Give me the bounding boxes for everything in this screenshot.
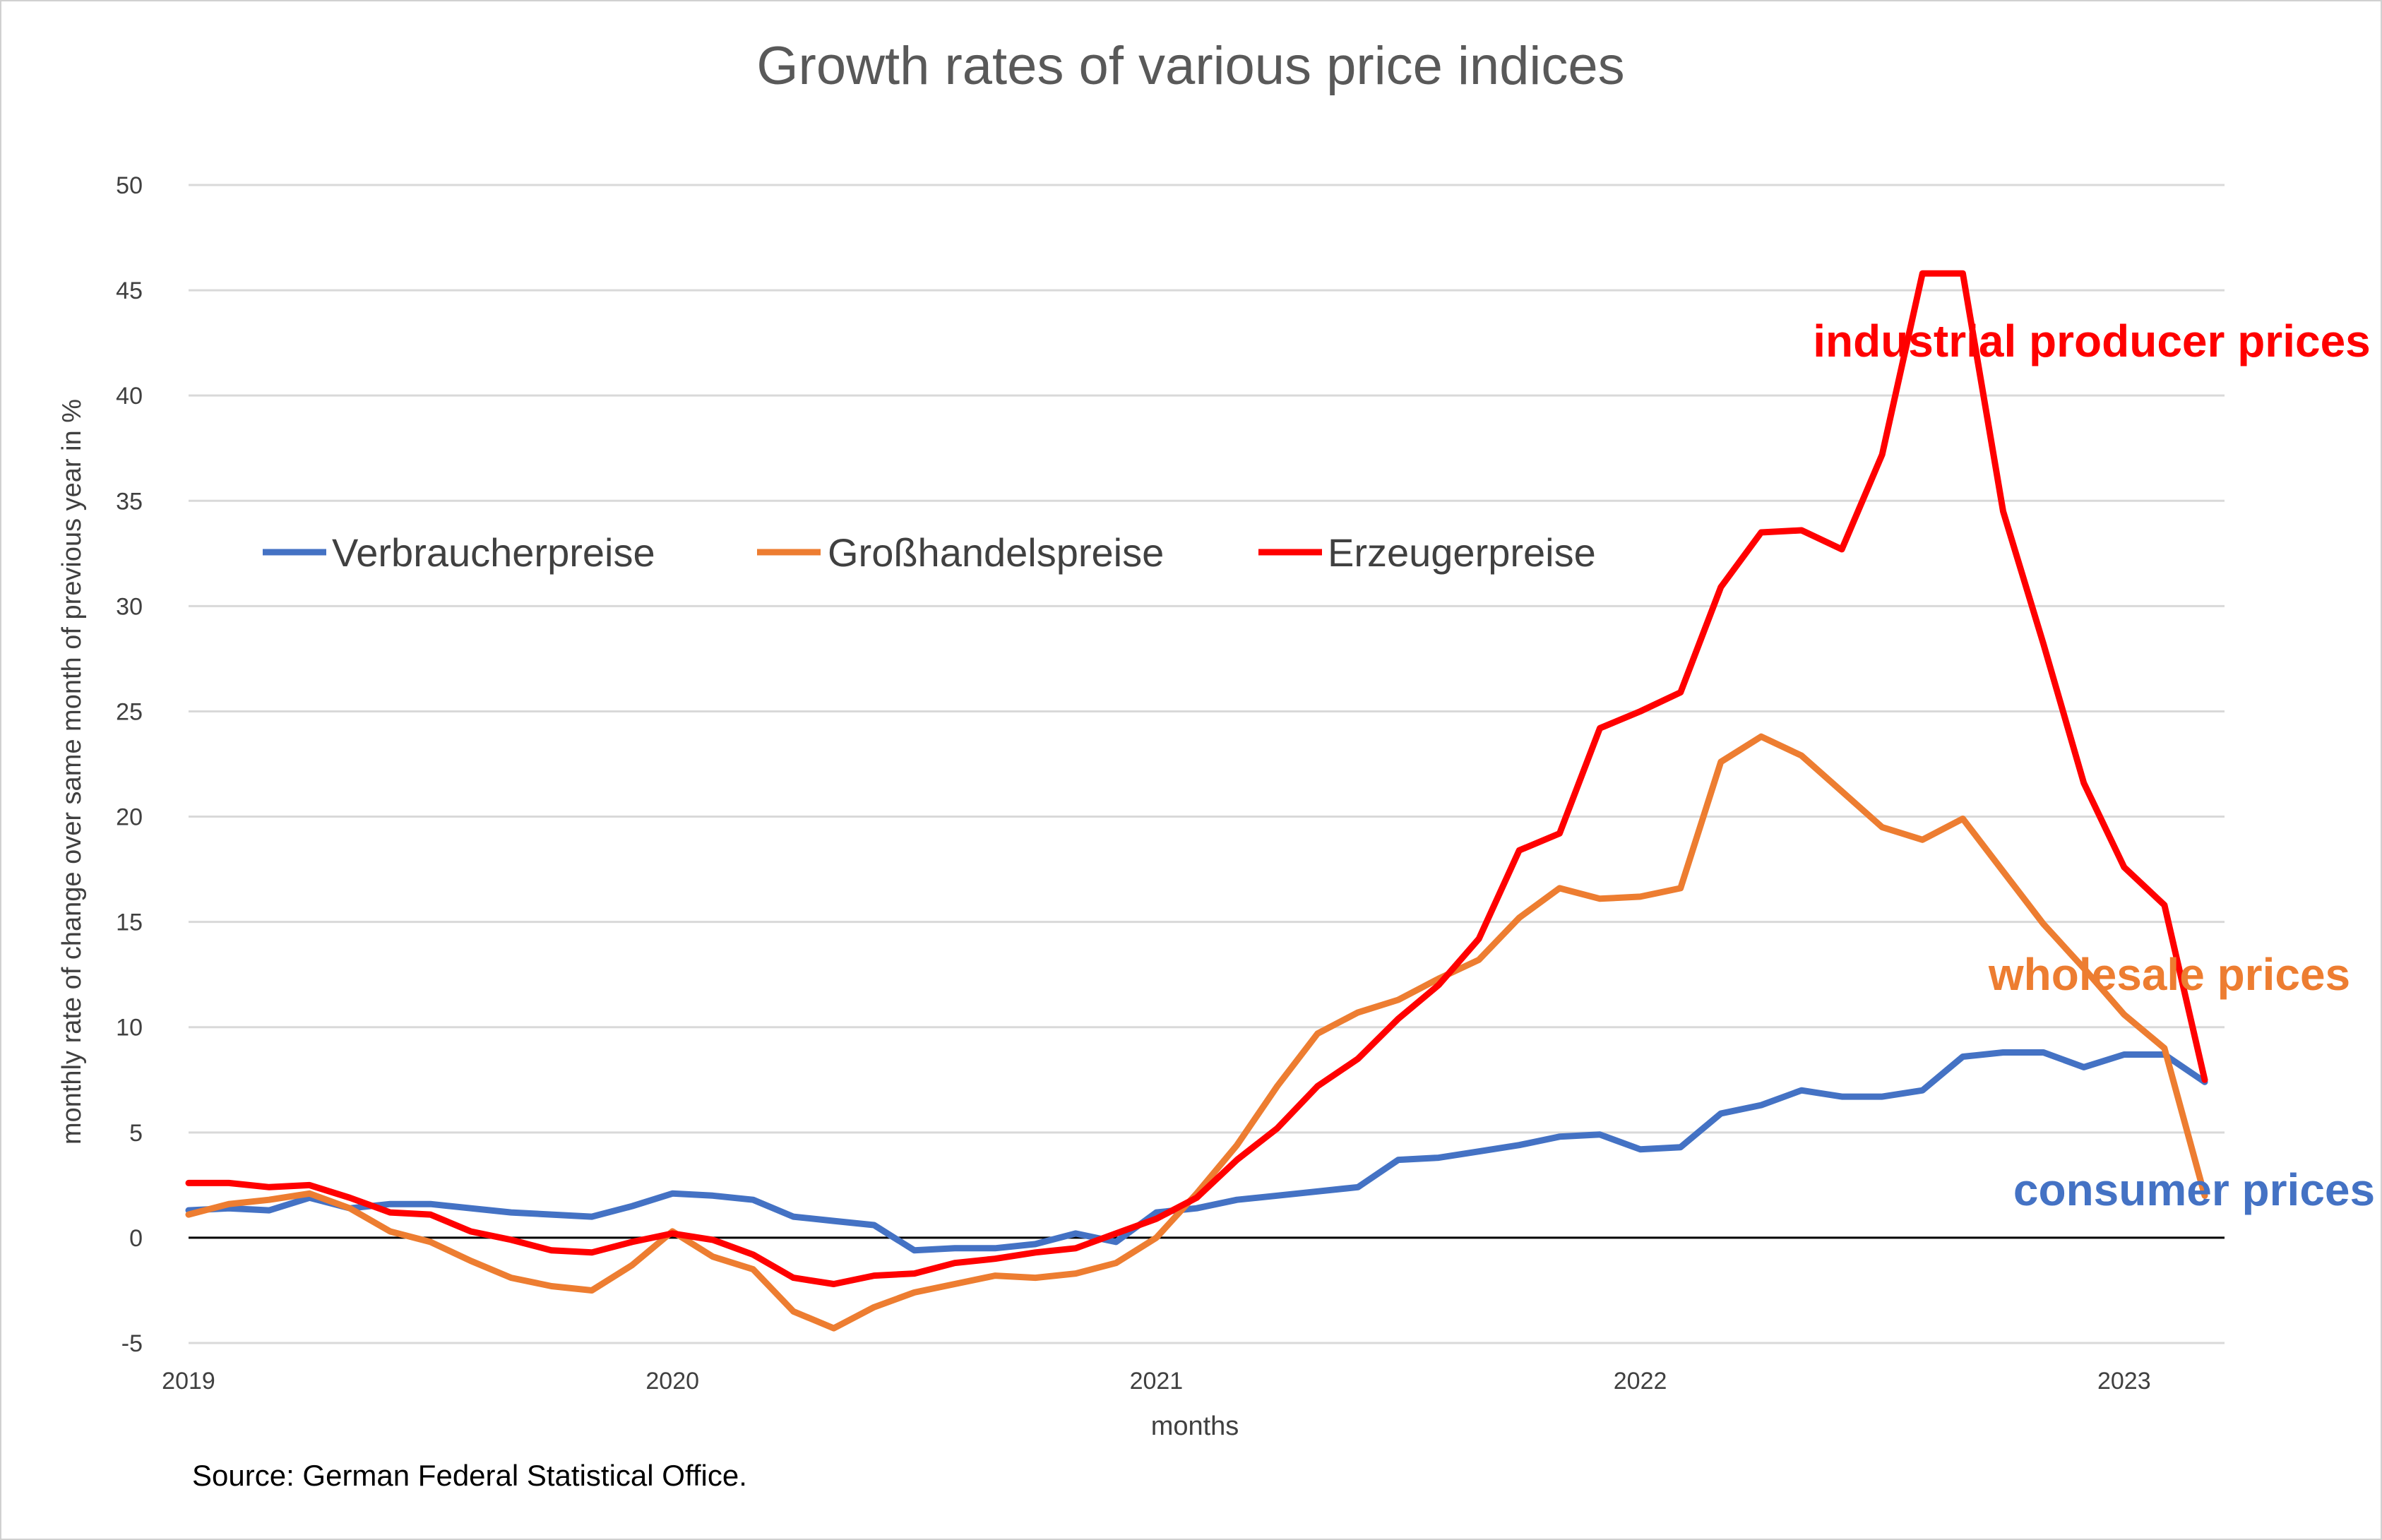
y-tick-label: -5 [121, 1330, 143, 1357]
y-tick-label: 40 [116, 383, 143, 410]
x-tick-label: 2019 [162, 1368, 215, 1395]
y-tick-label: 15 [116, 909, 143, 936]
y-tick-label: 50 [116, 172, 143, 199]
series-annotation: wholesale prices [1988, 949, 2350, 1000]
y-tick-label: 25 [116, 698, 143, 725]
y-tick-label: 0 [129, 1225, 143, 1252]
x-tick-label: 2020 [645, 1368, 699, 1395]
series-lines [185, 270, 2208, 1332]
x-tick-label: 2023 [2097, 1368, 2151, 1395]
series-line [185, 733, 2208, 1332]
x-axis-title: months [1151, 1411, 1239, 1441]
x-tick-label: 2022 [1614, 1368, 1667, 1395]
legend: Verbraucherpreise Großhandelspreise Erzeug… [263, 530, 1596, 575]
series-line [185, 270, 2208, 1287]
gridlines [189, 184, 2225, 1344]
chart-title: Growth rates of various price indices [756, 36, 1624, 96]
y-tick-label: 5 [129, 1120, 143, 1147]
x-tick-label: 2021 [1130, 1368, 1184, 1395]
y-tick-label: 30 [116, 593, 143, 620]
y-tick-label: 10 [116, 1015, 143, 1041]
y-axis-title: monthly rate of change over same month o… [57, 399, 87, 1145]
series-line [185, 1049, 2208, 1254]
series-annotation: industrial producer prices [1813, 316, 2371, 366]
legend-label: Erzeugerpreise [1328, 530, 1596, 575]
source-note: Source: German Federal Statistical Offic… [192, 1459, 747, 1492]
legend-label: Verbraucherpreise [332, 530, 655, 575]
y-tick-label: 20 [116, 804, 143, 831]
y-tick-label: 35 [116, 488, 143, 515]
series-annotations: consumer prices wholesale prices industria… [1813, 316, 2375, 1215]
series-annotation: consumer prices [2013, 1164, 2375, 1215]
y-tick-labels: -5 0 5 10 15 20 25 30 35 40 45 50 [116, 172, 143, 1357]
y-tick-label: 45 [116, 277, 143, 304]
legend-label: Großhandelspreise [828, 530, 1164, 575]
x-tick-labels: 2019 2020 2021 2022 2023 [162, 1368, 2150, 1395]
